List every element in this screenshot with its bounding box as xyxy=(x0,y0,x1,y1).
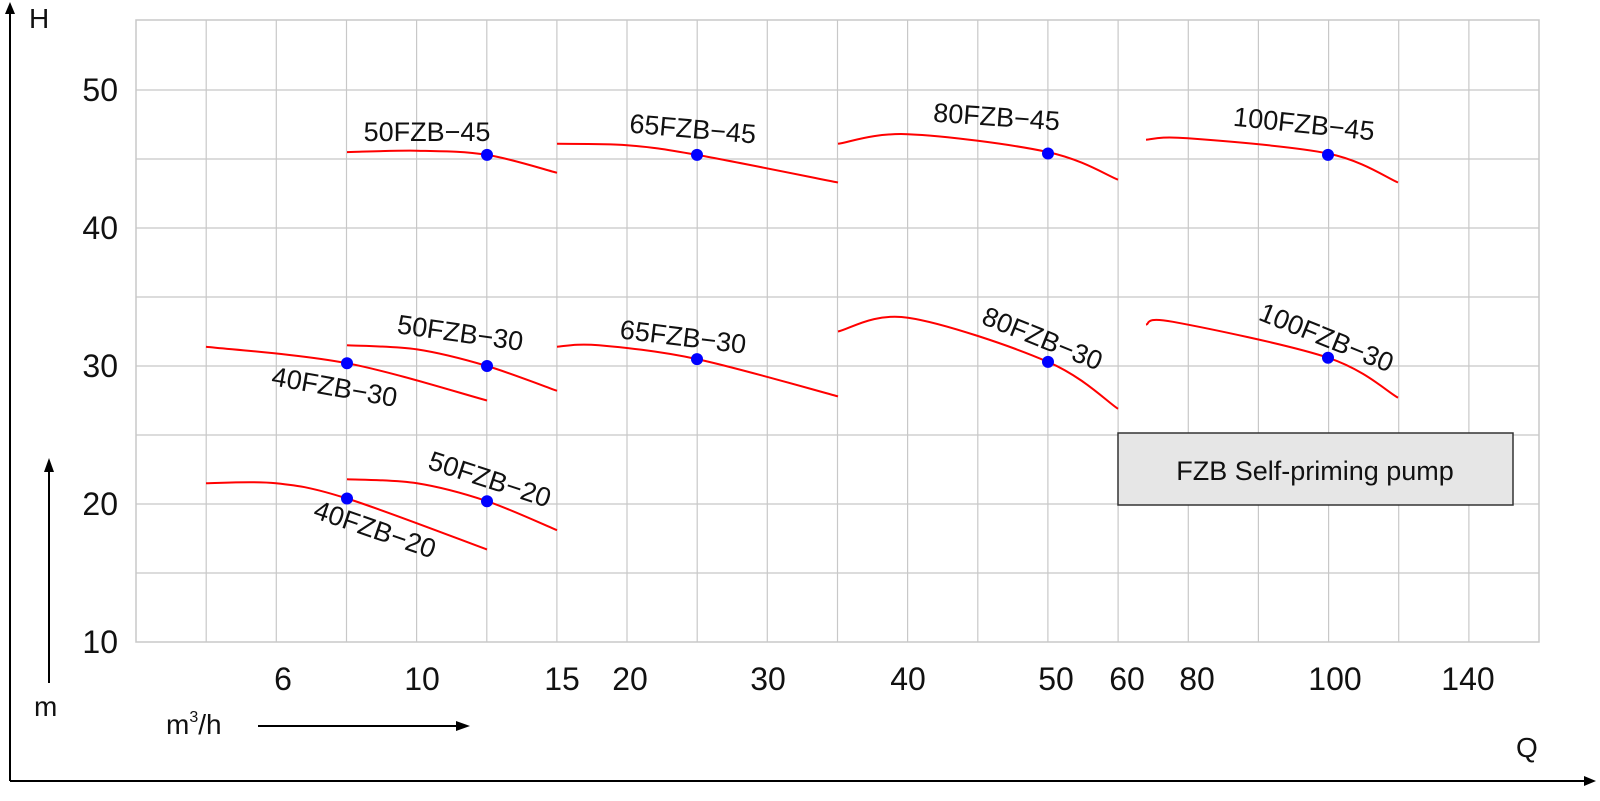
y-tick-labels: 50 40 30 20 10 xyxy=(82,72,118,660)
curve-label-40fzb-20: 40FZB−20 xyxy=(310,495,440,565)
x-tick-label: 60 xyxy=(1109,661,1145,697)
x-tick-label: 80 xyxy=(1179,661,1215,697)
x-axis-label: Q xyxy=(1516,732,1538,763)
y-tick-label: 10 xyxy=(82,624,118,660)
x-unit-label: m3/h xyxy=(166,709,222,740)
x-axis-arrowhead xyxy=(1584,776,1596,786)
x-tick-label: 100 xyxy=(1308,661,1361,697)
rated-point-100fzb-45 xyxy=(1322,148,1334,161)
curve-label-80fzb-45: 80FZB−45 xyxy=(932,98,1061,137)
rated-point-50fzb-30 xyxy=(481,360,493,372)
y-tick-label: 40 xyxy=(82,210,118,246)
rated-point-80fzb-45 xyxy=(1042,147,1054,160)
x-tick-label: 140 xyxy=(1441,661,1494,697)
rated-point-65fzb-30 xyxy=(691,353,703,366)
x-tick-label: 15 xyxy=(544,661,580,697)
rated-point-100fzb-30 xyxy=(1322,351,1334,364)
curve-50fzb-45 xyxy=(346,149,558,174)
curve-label-40fzb-30: 40FZB−30 xyxy=(270,361,400,413)
legend-background xyxy=(1117,432,1514,506)
x-unit-arrowhead xyxy=(456,721,470,731)
grid xyxy=(135,19,1540,643)
curve-label-80fzb-30: 80FZB−30 xyxy=(978,301,1107,376)
y-axis-arrowhead xyxy=(5,2,15,14)
x-tick-label: 6 xyxy=(274,661,292,697)
legend-text: FZB Self-priming pump xyxy=(1176,456,1454,486)
y-tick-label: 20 xyxy=(82,486,118,522)
x-tick-labels: 6 10 15 20 30 40 50 60 80 100 140 xyxy=(274,661,1495,697)
rated-point-40fzb-20 xyxy=(341,492,353,505)
curve-100fzb-45 xyxy=(1145,136,1399,184)
rated-point-80fzb-30 xyxy=(1042,355,1054,368)
curve-80fzb-30 xyxy=(837,315,1119,410)
curve-80fzb-45 xyxy=(837,133,1119,181)
curve-50fzb-30 xyxy=(346,344,558,392)
y-tick-label: 30 xyxy=(82,348,118,384)
curve-65fzb-45 xyxy=(556,142,839,184)
curve-label-50fzb-45: 50FZB−45 xyxy=(364,117,491,147)
y-unit-label: m xyxy=(34,691,57,722)
x-tick-label: 10 xyxy=(404,661,440,697)
rated-point-50fzb-45 xyxy=(481,148,493,161)
rated-point-50fzb-20 xyxy=(481,495,493,508)
rated-points xyxy=(341,147,1334,508)
curve-100fzb-30 xyxy=(1145,318,1399,399)
curve-label-100fzb-45: 100FZB−45 xyxy=(1232,102,1376,147)
rated-point-65fzb-45 xyxy=(691,148,703,161)
y-tick-label: 50 xyxy=(82,72,118,108)
y-axis-label: H xyxy=(29,3,49,34)
curve-40fzb-20 xyxy=(205,481,488,551)
legend-box: FZB Self-priming pump xyxy=(1117,432,1514,506)
x-tick-label: 50 xyxy=(1038,661,1074,697)
x-tick-label: 20 xyxy=(612,661,648,697)
curve-65fzb-30 xyxy=(556,343,839,398)
rated-point-40fzb-30 xyxy=(341,357,353,370)
y-unit-arrowhead xyxy=(44,458,54,472)
curve-label-65fzb-30: 65FZB−30 xyxy=(618,314,748,359)
x-tick-label: 30 xyxy=(750,661,786,697)
axes: H Q m m3/h xyxy=(5,2,1596,786)
x-tick-label: 40 xyxy=(890,661,926,697)
curve-label-65fzb-45: 65FZB−45 xyxy=(628,109,757,150)
curve-50fzb-20 xyxy=(346,478,558,532)
